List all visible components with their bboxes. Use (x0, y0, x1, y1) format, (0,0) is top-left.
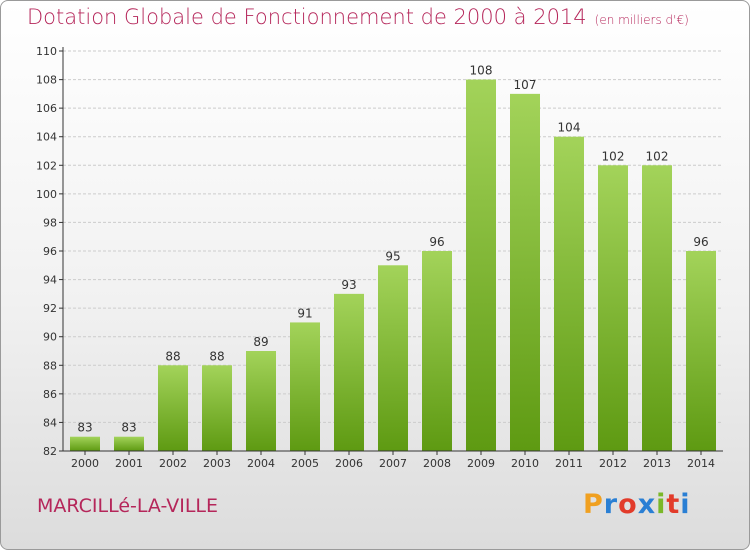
x-tick-label: 2003 (203, 457, 231, 470)
x-tick-label: 2008 (423, 457, 451, 470)
logo-letter: r (603, 489, 619, 520)
bar (642, 165, 672, 452)
bar (598, 165, 628, 452)
data-label: 95 (385, 249, 400, 263)
y-tick-label: 90 (43, 331, 57, 344)
x-tick-label: 2000 (71, 457, 99, 470)
bar (686, 251, 716, 451)
x-tick-label: 2011 (555, 457, 583, 470)
bar (114, 436, 144, 451)
bar (70, 436, 100, 451)
x-tick-label: 2007 (379, 457, 407, 470)
y-tick-label: 92 (43, 302, 57, 315)
bar (202, 365, 232, 451)
logo-letter: i (680, 489, 691, 520)
bar (510, 93, 540, 451)
y-tick-label: 96 (43, 245, 57, 258)
y-tick-label: 86 (43, 388, 57, 401)
x-tick-label: 2014 (687, 457, 715, 470)
chart-unit-label: (en milliers d'€) (594, 13, 689, 27)
data-label: 91 (297, 306, 312, 320)
logo-letter: t (666, 489, 681, 520)
data-label: 102 (646, 149, 669, 163)
y-tick-label: 88 (43, 359, 57, 372)
y-tick-label: 82 (43, 445, 57, 458)
labels: 82 84 86 88 90 92 94 96 98 100 102 104 106 108 110 83 20… (36, 45, 715, 470)
data-label: 93 (341, 278, 356, 292)
logo-letter: P (583, 489, 604, 520)
y-tick-label: 106 (36, 102, 57, 115)
data-label: 96 (693, 235, 708, 249)
chart-title-text: Dotation Globale de Fonctionnement de 20… (27, 5, 587, 29)
data-label: 107 (514, 78, 537, 92)
bar (158, 365, 188, 451)
data-label: 88 (165, 349, 180, 363)
x-tick-label: 2001 (115, 457, 143, 470)
bars (70, 79, 716, 452)
x-tick-label: 2013 (643, 457, 671, 470)
y-tick-label: 84 (43, 416, 57, 429)
axes (59, 47, 723, 455)
y-tick-label: 94 (43, 274, 57, 287)
commune-name: MARCILLé-LA-VILLE (37, 495, 219, 517)
bar (378, 265, 408, 451)
x-tick-label: 2010 (511, 457, 539, 470)
data-label: 88 (209, 349, 224, 363)
y-tick-label: 98 (43, 216, 57, 229)
y-tick-label: 100 (36, 188, 57, 201)
y-tick-label: 102 (36, 159, 57, 172)
bar (290, 322, 320, 451)
bar (246, 351, 276, 451)
x-tick-label: 2005 (291, 457, 319, 470)
x-tick-label: 2002 (159, 457, 187, 470)
y-tick-label: 104 (36, 131, 57, 144)
x-tick-label: 2012 (599, 457, 627, 470)
x-tick-label: 2009 (467, 457, 495, 470)
x-tick-label: 2004 (247, 457, 275, 470)
data-label: 83 (121, 421, 136, 435)
data-label: 108 (470, 64, 493, 78)
logo-letter: i (656, 489, 667, 520)
x-tick-label: 2006 (335, 457, 363, 470)
logo-letter: o (618, 489, 638, 520)
proxiti-logo[interactable]: Proxiti (583, 489, 691, 520)
data-label: 83 (77, 421, 92, 435)
bar (554, 136, 584, 451)
y-tick-label: 108 (36, 74, 57, 87)
bar (466, 79, 496, 452)
chart-title: Dotation Globale de Fonctionnement de 20… (27, 5, 689, 29)
data-label: 102 (602, 149, 625, 163)
bar (334, 293, 364, 451)
logo-letter: x (637, 489, 657, 520)
data-label: 104 (558, 121, 581, 135)
data-label: 89 (253, 335, 268, 349)
bar (422, 251, 452, 451)
y-tick-label: 110 (36, 45, 57, 58)
data-label: 96 (429, 235, 444, 249)
